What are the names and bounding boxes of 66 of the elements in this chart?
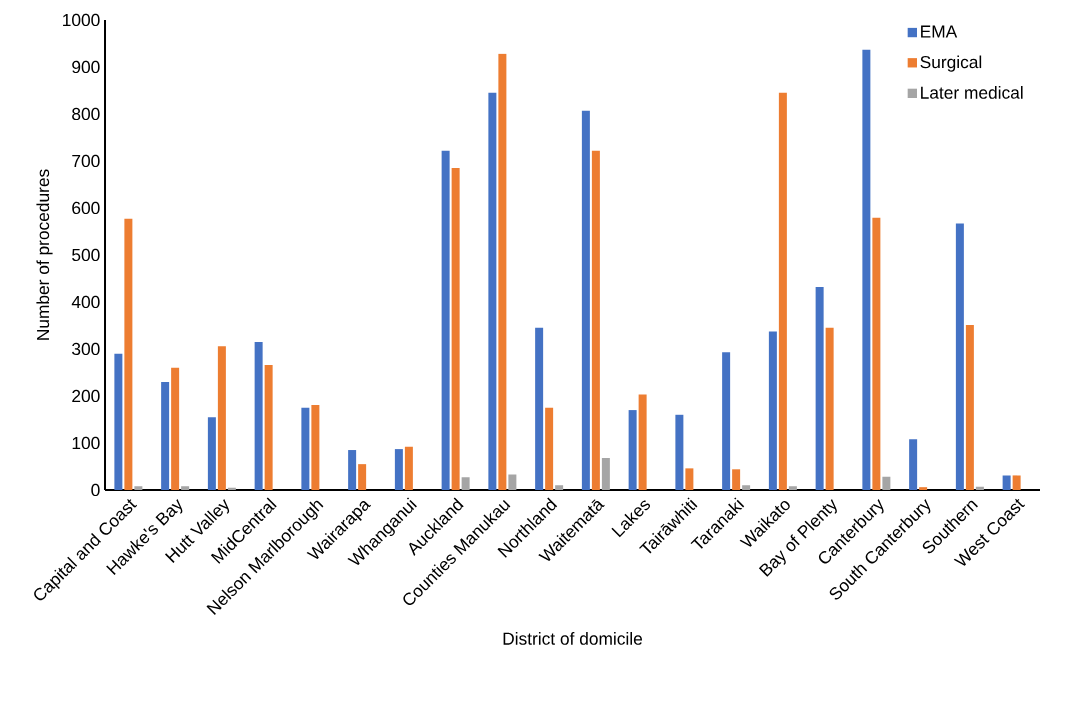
bar [919,487,928,490]
bar [638,394,647,490]
legend-label: Surgical [920,55,982,72]
bar [545,407,554,490]
bar [498,53,507,490]
bar [254,341,263,490]
bar [975,486,984,490]
bar [207,417,216,490]
bar [124,218,133,490]
bar [301,407,310,490]
bar [778,92,787,490]
bar [685,468,694,490]
bar [264,364,273,490]
bar [742,485,751,490]
bar [909,439,918,490]
bar [451,168,460,490]
legend-label: Later medical [921,86,1023,99]
bar [181,486,190,490]
bar [348,450,357,490]
y-tick-label: 500 [72,248,100,262]
x-axis-title: District of domicile [503,632,643,645]
bar [722,352,731,490]
bar [134,486,143,490]
bar [461,477,470,490]
bar [311,404,320,490]
bar [441,150,450,490]
y-tick-label: 300 [72,342,100,356]
bar [815,286,824,490]
bar [535,327,544,490]
bar [555,485,564,490]
bar [862,49,871,490]
bar [1012,475,1021,490]
bar [394,449,403,490]
bar [872,217,881,490]
y-axis-title: Number of procedures [36,169,53,340]
bar [488,92,497,490]
bar [965,325,974,490]
bar [788,486,797,490]
bar [581,110,590,490]
bar [217,346,226,490]
bar [358,464,367,490]
bar [601,458,610,490]
bar [882,476,891,490]
y-tick-label: 0 [91,483,100,497]
bar [591,150,600,490]
bar [161,381,170,490]
y-tick-label: 700 [72,154,100,168]
bar [955,223,964,490]
y-tick-label: 100 [72,436,100,450]
bar [1002,475,1011,490]
y-tick-label: 800 [72,107,100,121]
y-tick-label: 600 [72,201,100,215]
bar [675,414,684,490]
bar [628,410,637,490]
bar [768,331,777,490]
y-tick-label: 1000 [63,13,100,27]
bar [732,469,741,490]
bar [114,353,123,490]
y-tick-label: 900 [72,60,100,74]
bar [508,474,517,490]
bar [404,446,413,490]
bar [171,367,180,490]
legend-label: EMA [921,25,958,38]
bar [825,327,834,490]
y-tick-label: 200 [72,389,100,403]
y-tick-label: 400 [71,295,100,309]
